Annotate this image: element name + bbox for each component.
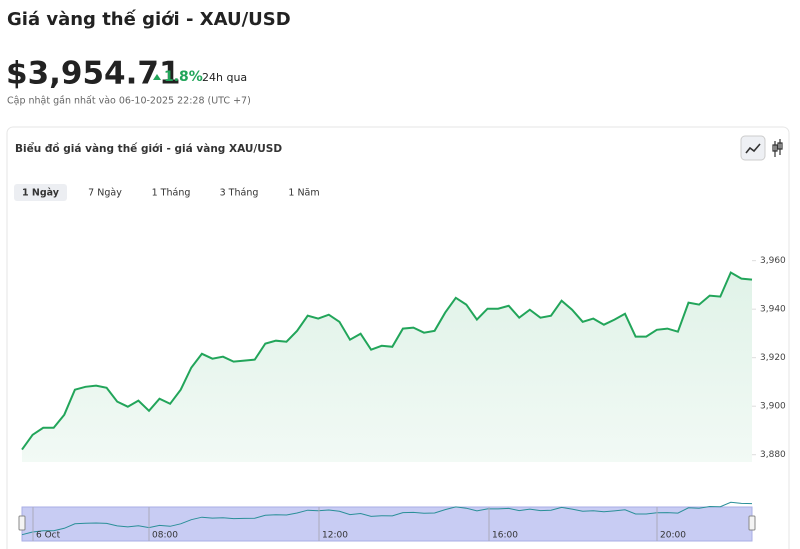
navigator-handle[interactable] bbox=[748, 515, 756, 531]
navigator bbox=[21, 506, 753, 542]
change: 1.8% bbox=[164, 69, 203, 85]
navigator-label: 16:00 bbox=[492, 531, 518, 541]
area bbox=[22, 272, 752, 462]
navigator-line bbox=[21, 501, 753, 536]
navigator-label: 6 Oct bbox=[36, 531, 61, 541]
range-button[interactable]: 1 Tháng bbox=[152, 188, 191, 199]
navigator-label: 20:00 bbox=[660, 531, 686, 541]
navigator-handle[interactable] bbox=[18, 515, 26, 531]
line-icon bbox=[745, 143, 761, 154]
range-button[interactable]: 7 Ngày bbox=[88, 188, 122, 199]
range-button[interactable]: 1 Ngày bbox=[22, 188, 60, 199]
range-selected bbox=[14, 184, 67, 201]
up-arrow bbox=[153, 74, 161, 80]
chart-title: Biểu đồ giá vàng thế giới - giá vàng XAU… bbox=[15, 142, 282, 155]
y-tick-label: 3,880 bbox=[760, 450, 786, 460]
navigator-label: 08:00 bbox=[152, 531, 178, 541]
candle-view-button[interactable] bbox=[772, 139, 783, 157]
change-period: 24h qua bbox=[202, 71, 247, 84]
y-tick-label: 3,940 bbox=[760, 305, 786, 315]
range-button[interactable]: 1 Năm bbox=[288, 188, 319, 199]
line-view-button[interactable] bbox=[740, 135, 766, 161]
y-tick-label: 3,900 bbox=[760, 402, 786, 412]
updated: Cập nhật gần nhất vào 06-10-2025 22:28 (… bbox=[7, 96, 251, 107]
y-tick-label: 3,920 bbox=[760, 353, 786, 363]
y-tick-label: 3,960 bbox=[760, 256, 786, 266]
price-line bbox=[21, 271, 753, 451]
page-title: Giá vàng thế giới - XAU/USD bbox=[7, 9, 291, 30]
navigator-label: 12:00 bbox=[322, 531, 348, 541]
price: $3,954.71 bbox=[6, 56, 181, 92]
range-button[interactable]: 3 Tháng bbox=[220, 188, 259, 199]
